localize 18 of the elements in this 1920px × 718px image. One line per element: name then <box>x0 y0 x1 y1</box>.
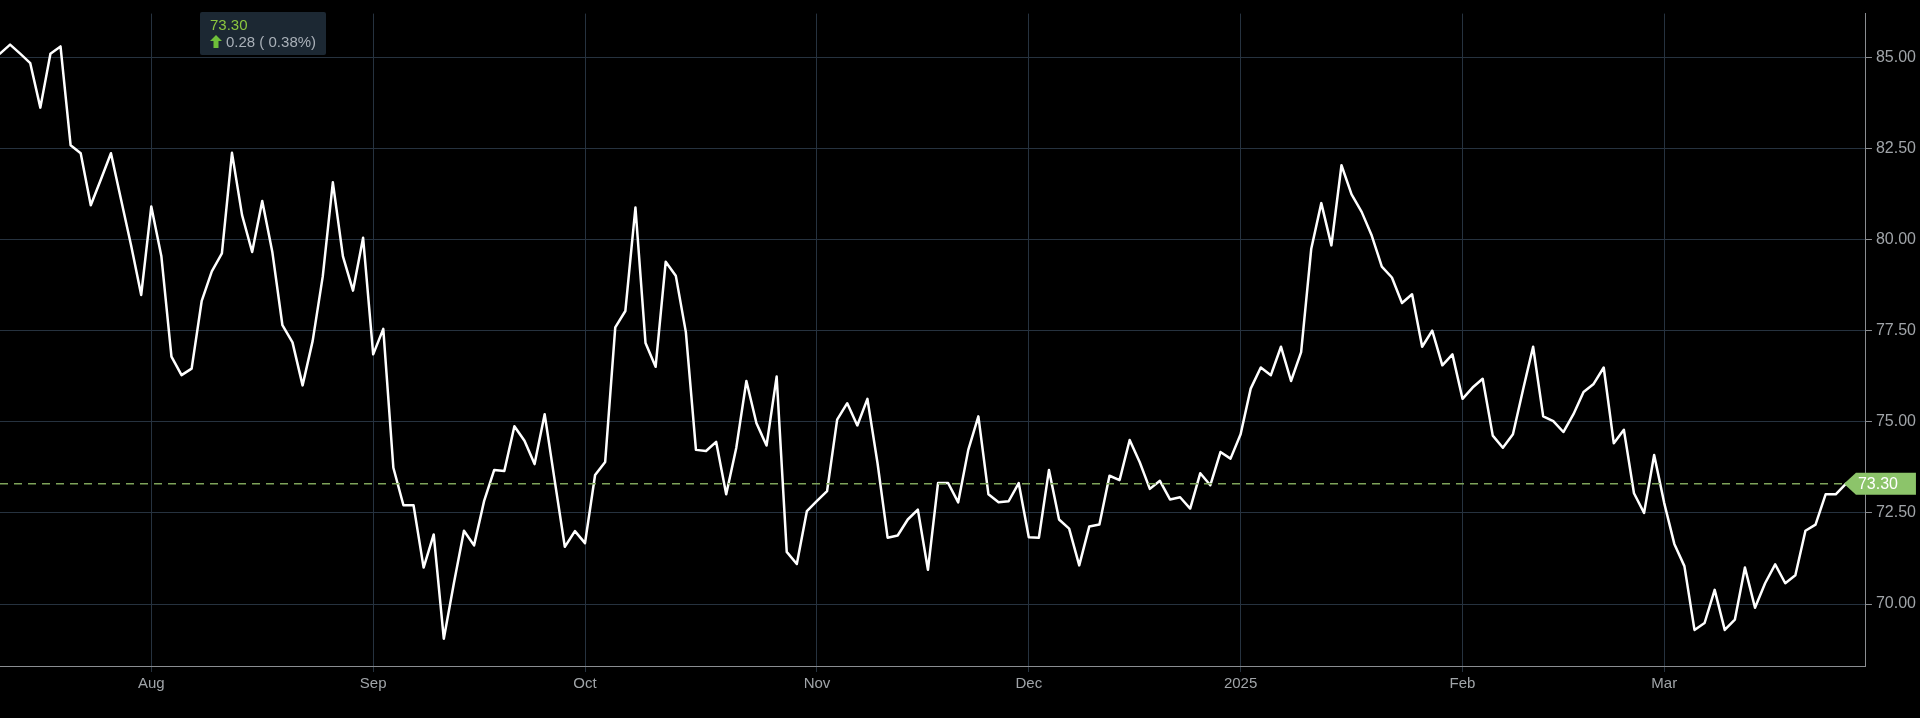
y-tick-label: 72.50 <box>1875 503 1917 521</box>
annotation: 73.30 <box>210 16 248 33</box>
y-tick-label: 77.50 <box>1875 321 1917 339</box>
x-tick-label: Aug <box>137 674 165 692</box>
x-tick-label: Mar <box>1651 674 1678 692</box>
y-tick-label: 80.00 <box>1875 229 1917 247</box>
annotation: 0.28 ( 0.38%) <box>226 33 317 50</box>
y-tick-label: 75.00 <box>1875 412 1917 430</box>
y-tick-label: 70.00 <box>1875 594 1917 612</box>
y-tick-label: 82.50 <box>1875 138 1917 156</box>
y-tick-label: 85.00 <box>1875 47 1917 65</box>
ref-line-label: 73.30 <box>1857 475 1899 493</box>
x-tick-label: Nov <box>803 674 831 692</box>
x-tick-label: Feb <box>1449 674 1476 692</box>
x-tick-label: Oct <box>573 674 598 692</box>
x-tick-label: 2025 <box>1223 674 1258 692</box>
x-tick-label: Dec <box>1015 674 1043 692</box>
x-tick-label: Sep <box>359 674 387 692</box>
